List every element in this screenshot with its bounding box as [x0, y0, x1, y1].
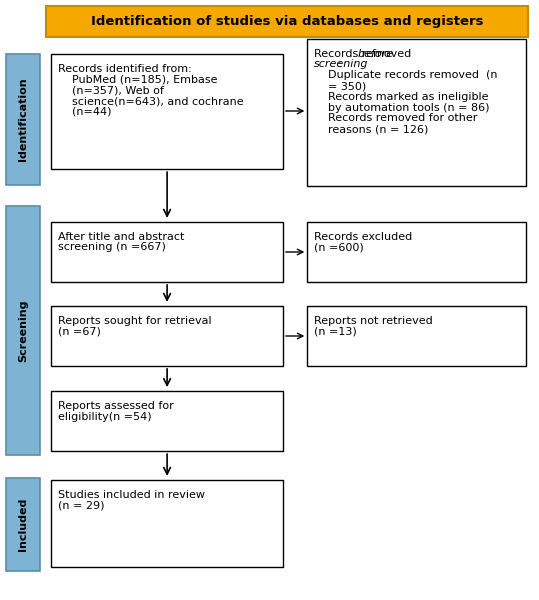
Text: Reports assessed for: Reports assessed for: [58, 401, 174, 411]
FancyBboxPatch shape: [51, 54, 283, 169]
Text: screening (n =667): screening (n =667): [58, 242, 165, 253]
Text: (n =67): (n =67): [58, 326, 101, 337]
Text: Records identified from:: Records identified from:: [58, 64, 191, 74]
Text: Studies included in review: Studies included in review: [58, 490, 205, 500]
Text: = 350): = 350): [314, 81, 366, 91]
FancyBboxPatch shape: [51, 391, 283, 451]
FancyBboxPatch shape: [51, 222, 283, 282]
Text: Screening: Screening: [18, 299, 28, 362]
Text: Included: Included: [18, 498, 28, 551]
Text: reasons (n = 126): reasons (n = 126): [314, 124, 428, 134]
Text: before: before: [357, 49, 393, 59]
FancyBboxPatch shape: [6, 478, 40, 571]
Text: (n =600): (n =600): [314, 242, 363, 253]
FancyBboxPatch shape: [307, 222, 526, 282]
Text: science(n=643), and cochrane: science(n=643), and cochrane: [58, 96, 243, 106]
Text: screening: screening: [314, 59, 368, 70]
Text: (n=357), Web of: (n=357), Web of: [58, 85, 163, 95]
Text: After title and abstract: After title and abstract: [58, 232, 184, 242]
FancyBboxPatch shape: [6, 54, 40, 185]
Text: Identification of studies via databases and registers: Identification of studies via databases …: [91, 15, 483, 28]
Text: Records removed: Records removed: [314, 49, 414, 59]
FancyBboxPatch shape: [46, 6, 528, 37]
Text: PubMed (n=185), Embase: PubMed (n=185), Embase: [58, 74, 217, 85]
FancyBboxPatch shape: [307, 306, 526, 366]
Text: Reports sought for retrieval: Reports sought for retrieval: [58, 316, 211, 326]
Text: by automation tools (n = 86): by automation tools (n = 86): [314, 103, 489, 113]
FancyBboxPatch shape: [51, 306, 283, 366]
FancyBboxPatch shape: [51, 480, 283, 567]
Text: Duplicate records removed  (n: Duplicate records removed (n: [314, 70, 497, 80]
Text: (n=44): (n=44): [58, 107, 111, 117]
Text: (n =13): (n =13): [314, 326, 356, 337]
Text: Records removed for other: Records removed for other: [314, 113, 477, 124]
Text: eligibility(n =54): eligibility(n =54): [58, 412, 151, 422]
Text: :: :: [338, 59, 342, 70]
FancyBboxPatch shape: [6, 206, 40, 455]
Text: (n = 29): (n = 29): [58, 500, 104, 511]
Text: Records excluded: Records excluded: [314, 232, 412, 242]
FancyBboxPatch shape: [307, 39, 526, 186]
Text: Reports not retrieved: Reports not retrieved: [314, 316, 432, 326]
Text: Identification: Identification: [18, 77, 28, 161]
Text: Records marked as ineligible: Records marked as ineligible: [314, 92, 488, 102]
